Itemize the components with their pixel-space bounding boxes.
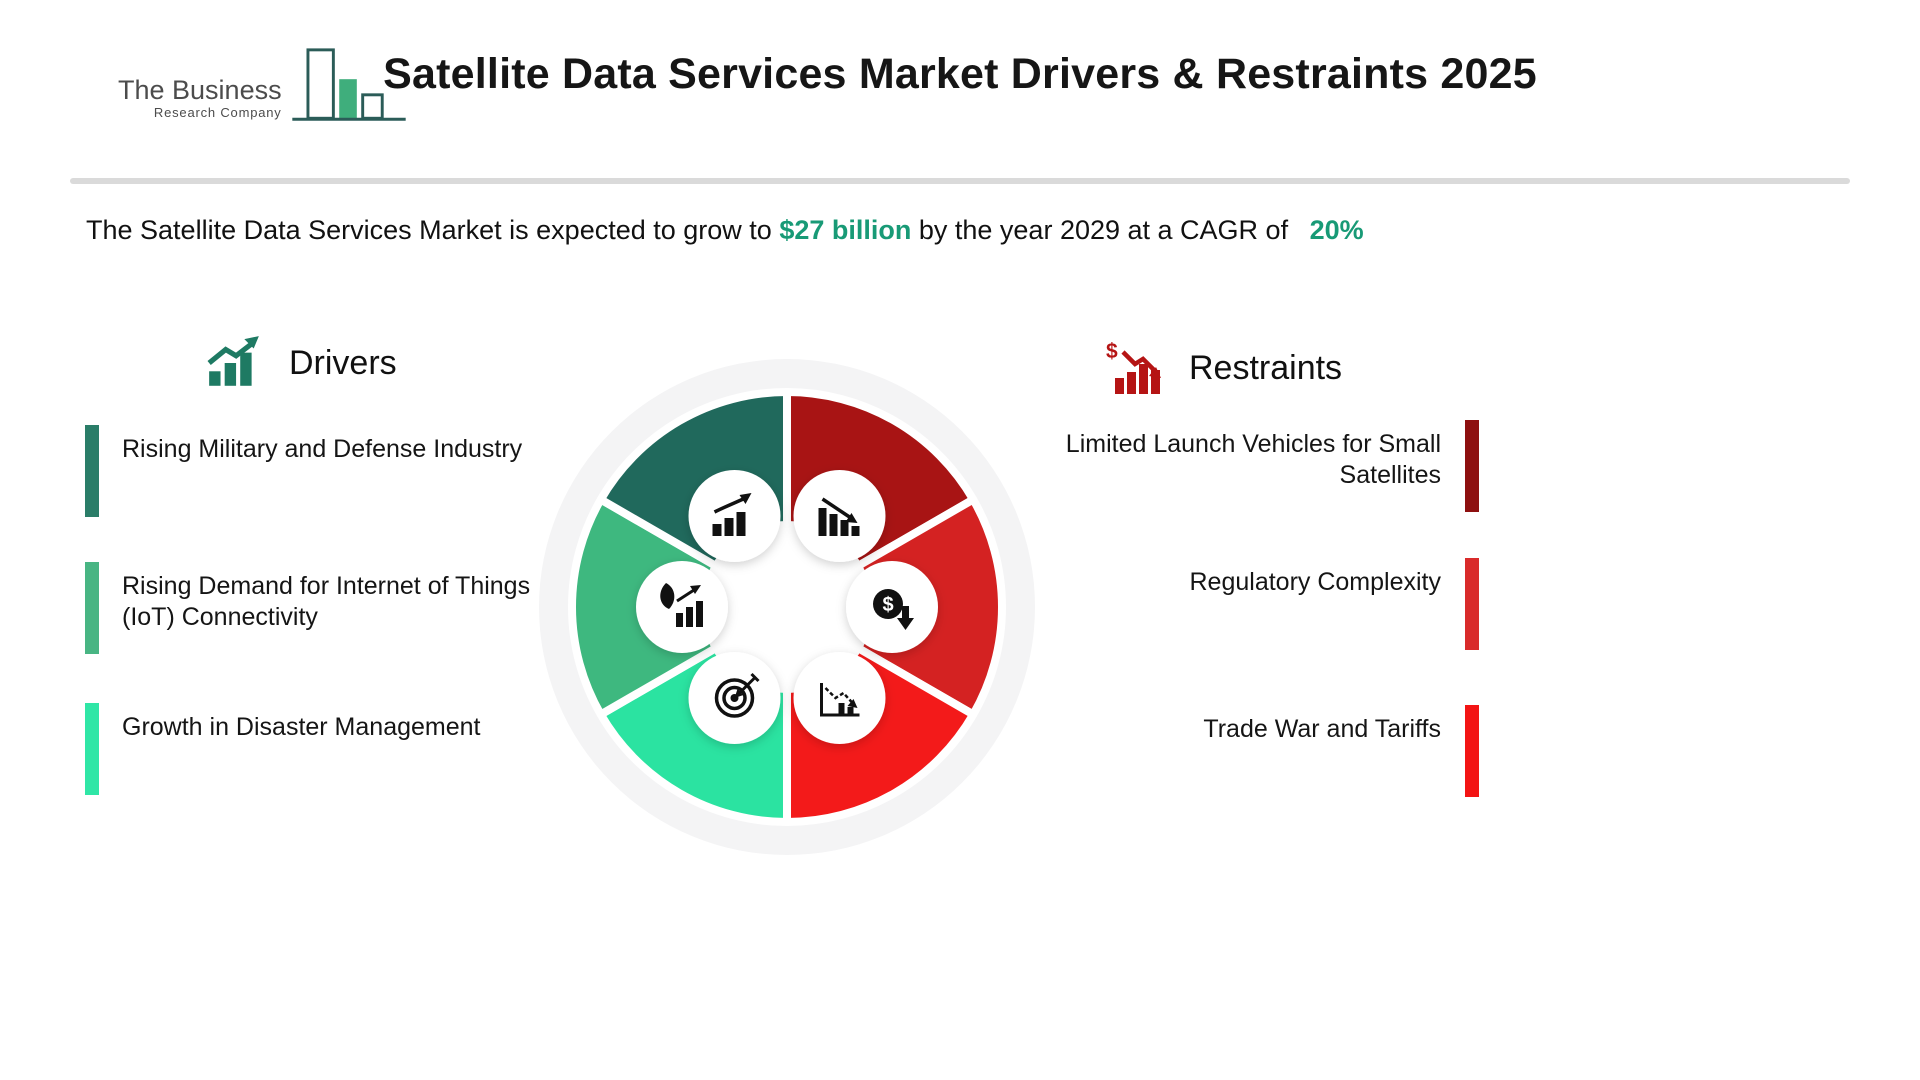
driver-bar-3: [85, 703, 99, 795]
restraint-label-1: Limited Launch Vehicles for Small Satell…: [1065, 430, 1441, 489]
driver-bar-1: [85, 425, 99, 517]
restraint-item-3: Trade War and Tariffs: [1049, 705, 1479, 797]
restraints-heading-label: Restraints: [1189, 348, 1343, 387]
driver-label-1: Rising Military and Defense Industry: [122, 435, 523, 463]
svg-text:$: $: [1106, 340, 1118, 363]
driver-item-2: Rising Demand for Internet of Things (Io…: [85, 562, 567, 654]
restraint-bar-2: [1465, 558, 1479, 650]
logo-line2: Research Company: [153, 105, 282, 120]
declining-chart-icon: [820, 683, 860, 717]
restraint-item-2: Regulatory Complexity: [1049, 558, 1479, 650]
declining-dollar-bars-icon: $: [1106, 340, 1161, 394]
drivers-heading-label: Drivers: [289, 343, 397, 382]
intro-text-2: by the year 2029 at a CAGR of: [911, 215, 1296, 245]
svg-text:$: $: [882, 594, 893, 616]
drivers-heading: Drivers: [205, 336, 397, 390]
drivers-restraints-wheel: $: [539, 359, 1035, 855]
wheel-center-hole: [701, 521, 873, 693]
intro-text-1: The Satellite Data Services Market is ex…: [86, 215, 780, 245]
medallion-top-left: [688, 470, 781, 562]
growth-chart-icon: [712, 493, 752, 536]
restraints-heading: $ Restraints: [1103, 340, 1342, 396]
driver-label-2: Rising Demand for Internet of Things (Io…: [122, 572, 531, 631]
logo-barchart-icon: [291, 48, 406, 121]
driver-item-1: Rising Military and Defense Industry: [85, 425, 522, 517]
medallion-left: [636, 561, 728, 653]
restraint-bar-3: [1465, 705, 1479, 797]
restraint-label-2: Regulatory Complexity: [1189, 568, 1442, 596]
dollar-decrease-icon: $: [873, 589, 914, 630]
logo-line1: The Business: [118, 75, 282, 105]
medallion-top-right: [793, 470, 886, 562]
logo-text: The Business Research Company: [118, 75, 282, 130]
driver-item-3: Growth in Disaster Management: [85, 703, 480, 795]
medallion-bottom-right: [793, 652, 886, 744]
restraint-item-1: Limited Launch Vehicles for Small Satell…: [1049, 420, 1479, 512]
driver-bar-2: [85, 562, 99, 654]
cagr-value: 20%: [1309, 215, 1364, 245]
target-arrow-icon: [714, 672, 760, 718]
plant-growth-icon: [660, 583, 703, 627]
header-divider: [70, 178, 1850, 184]
market-growth-statement: The Satellite Data Services Market is ex…: [86, 212, 1364, 248]
company-logo: The Business Research Company: [118, 44, 408, 130]
growth-bars-arrow-icon: [207, 336, 259, 386]
restraint-bar-1: [1465, 420, 1479, 512]
driver-label-3: Growth in Disaster Management: [122, 713, 481, 741]
restraint-label-3: Trade War and Tariffs: [1203, 715, 1441, 743]
page-title: Satellite Data Services Market Drivers &…: [383, 50, 1537, 98]
declining-bars-icon: [818, 497, 860, 536]
market-value: $27 billion: [779, 215, 912, 245]
